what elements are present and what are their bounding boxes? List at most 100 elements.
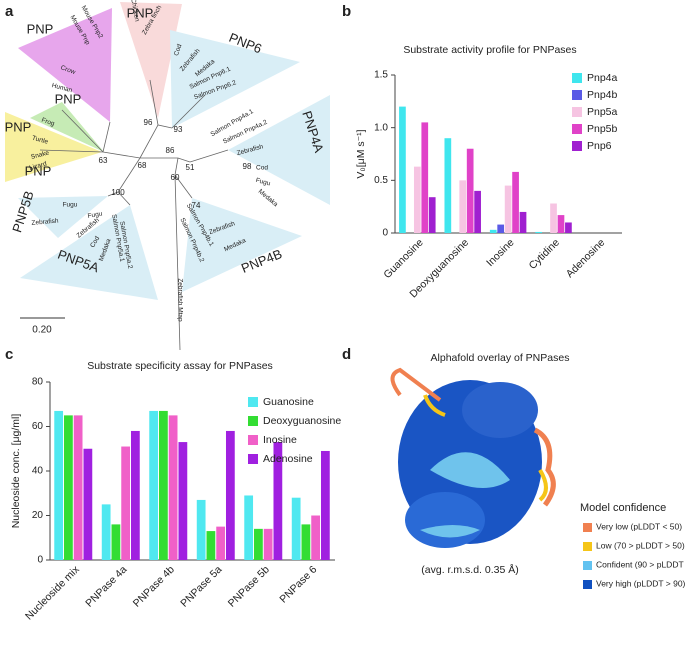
bar <box>54 410 64 560</box>
bar <box>263 528 273 560</box>
clade-wedge <box>182 198 302 292</box>
legend-swatch <box>583 561 592 570</box>
bootstrap-value: 96 <box>144 118 153 127</box>
bar <box>512 171 519 233</box>
legend-swatch <box>572 90 582 100</box>
structure-title: Alphafold overlay of PNPases <box>431 352 570 364</box>
x-tick-label: Cytidine <box>527 236 562 271</box>
bootstrap-value: 93 <box>174 125 183 134</box>
species-label: Cod <box>173 43 184 57</box>
bar <box>413 166 421 233</box>
bootstrap-value: 86 <box>166 146 175 155</box>
species-label: Turtle <box>31 135 49 146</box>
y-tick-label: 80 <box>32 377 44 388</box>
legend-label: Inosine <box>263 434 297 446</box>
x-tick-label: PNPase 6 <box>277 563 319 605</box>
clade-wedge <box>18 196 108 238</box>
legend-swatch <box>248 454 258 464</box>
y-tick-label: 0.5 <box>374 175 388 186</box>
x-tick-label: Nucleoside mix <box>23 563 82 622</box>
bar <box>565 222 572 233</box>
bar <box>244 495 254 560</box>
bar <box>421 122 429 233</box>
species-label: Lizard <box>29 160 48 171</box>
x-tick-label: Guanosine <box>381 236 426 281</box>
legend-label: Deoxyguanosine <box>263 415 341 427</box>
species-label: Crow <box>60 64 77 76</box>
legend-swatch <box>572 107 582 117</box>
legend-label: Confident (90 > pLDDT > 70) <box>596 559 685 569</box>
clade-label: PNP <box>127 5 154 20</box>
legend-title: Model confidence <box>580 502 666 514</box>
species-label: Chicken <box>129 0 140 23</box>
x-tick-label: PNPase 4a <box>83 563 129 609</box>
bar <box>291 497 301 560</box>
bar <box>206 531 216 560</box>
bootstrap-value: 74 <box>192 201 201 210</box>
bar <box>504 185 512 233</box>
clade-wedge <box>228 95 330 205</box>
y-tick-label: 1.5 <box>374 70 388 81</box>
rmsd-note: (avg. r.m.s.d. 0.35 Å) <box>421 563 518 576</box>
bar <box>149 410 159 560</box>
bar <box>196 499 206 560</box>
bar <box>459 180 467 233</box>
legend-label: Guanosine <box>263 396 314 408</box>
y-tick-label: 20 <box>32 510 44 521</box>
panel-label: c <box>5 346 13 363</box>
bar <box>111 524 121 560</box>
legend-label: Pnp5b <box>587 123 618 135</box>
bar <box>178 442 188 560</box>
x-tick-label: PNPase 4b <box>131 563 177 609</box>
bar <box>254 528 263 560</box>
y-tick-label: 0 <box>382 228 388 239</box>
legend-swatch <box>572 141 582 151</box>
bootstrap-value: 68 <box>138 161 147 170</box>
bootstrap-value: 98 <box>243 162 252 171</box>
panel-label: d <box>342 346 351 363</box>
bootstrap-value: 63 <box>99 156 108 165</box>
legend-label: Pnp5a <box>587 106 618 118</box>
scale-label: 0.20 <box>32 325 52 336</box>
bar <box>474 190 481 233</box>
bar <box>550 203 557 233</box>
legend-label: Low (70 > pLDDT > 50) <box>596 540 685 550</box>
species-label: Fugu <box>255 177 271 188</box>
species-label: Snake <box>30 149 50 161</box>
clade-wedge <box>120 2 182 118</box>
bar <box>121 446 131 560</box>
bar <box>101 504 111 560</box>
y-axis-label: V₀[μM s⁻¹] <box>355 129 367 178</box>
y-tick-label: 1.0 <box>374 122 388 133</box>
bar <box>320 450 330 560</box>
y-tick-label: 40 <box>32 466 44 477</box>
clade-label: PNP <box>25 163 52 178</box>
species-label: Frog <box>40 117 55 128</box>
protein-structure <box>390 367 556 548</box>
bar <box>557 215 565 233</box>
species-label: Zebrafish Mtap <box>176 278 183 322</box>
clade-label: PNP <box>27 21 54 36</box>
legend-swatch <box>248 416 258 426</box>
bar <box>130 430 140 560</box>
bar <box>225 430 235 560</box>
bar <box>64 415 73 560</box>
legend-swatch <box>583 542 592 551</box>
species-label: Fugu <box>87 210 103 220</box>
species-label: Zebrafish <box>31 218 59 227</box>
bar <box>159 410 168 560</box>
bar <box>168 415 178 560</box>
clade-wedge <box>30 102 104 152</box>
bar <box>311 515 321 560</box>
chart-title: Substrate specificity assay for PNPases <box>87 360 273 372</box>
bootstrap-value: 60 <box>171 173 180 182</box>
bar <box>399 106 406 233</box>
bar <box>444 138 452 233</box>
bootstrap-value: 100 <box>111 188 125 197</box>
species-label: Fugu <box>63 202 78 209</box>
clade-wedge <box>18 8 112 122</box>
legend-label: Adenosine <box>263 453 313 465</box>
bar <box>73 415 83 560</box>
x-tick-label: Inosine <box>484 236 517 269</box>
